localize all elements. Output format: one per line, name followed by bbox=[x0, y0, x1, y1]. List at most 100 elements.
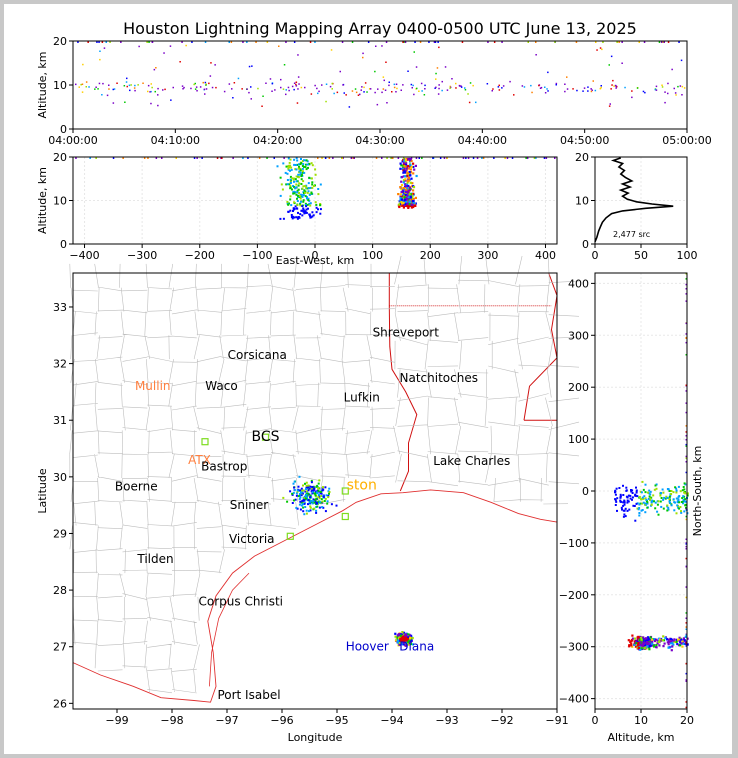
source-point bbox=[659, 494, 662, 497]
source-point bbox=[401, 631, 404, 634]
source-point bbox=[386, 157, 388, 159]
source-point bbox=[404, 639, 407, 642]
source-point bbox=[455, 82, 457, 85]
source-point bbox=[411, 87, 413, 89]
source-point bbox=[163, 52, 165, 54]
source-point bbox=[396, 641, 399, 644]
source-point bbox=[330, 49, 333, 51]
source-point bbox=[638, 514, 641, 517]
y-tick-label: 400 bbox=[568, 277, 589, 290]
city-label: ATX bbox=[188, 453, 211, 467]
source-point bbox=[307, 197, 310, 200]
source-point bbox=[312, 486, 315, 489]
source-point bbox=[576, 89, 578, 92]
source-point bbox=[323, 500, 326, 502]
source-point bbox=[310, 186, 312, 189]
source-point bbox=[685, 680, 687, 682]
source-point bbox=[544, 92, 547, 94]
alt-time-frame bbox=[72, 40, 688, 130]
source-point bbox=[307, 207, 309, 210]
y-tick-label: 0 bbox=[60, 238, 67, 251]
y-tick-label: −100 bbox=[559, 537, 589, 550]
source-point bbox=[302, 484, 304, 487]
source-point bbox=[403, 196, 406, 199]
x-tick-label: −100 bbox=[242, 249, 272, 262]
y-tick-label: 0 bbox=[582, 485, 589, 498]
source-point bbox=[120, 41, 122, 43]
source-point bbox=[406, 181, 409, 184]
source-point bbox=[438, 46, 440, 49]
source-point bbox=[408, 172, 411, 175]
source-point bbox=[673, 638, 676, 641]
source-point bbox=[402, 200, 405, 203]
source-point bbox=[506, 157, 509, 159]
source-point bbox=[638, 638, 642, 641]
source-point bbox=[513, 94, 515, 96]
source-point bbox=[403, 161, 406, 164]
source-point bbox=[681, 94, 683, 96]
source-point bbox=[403, 640, 406, 643]
source-point bbox=[384, 89, 387, 91]
source-point bbox=[635, 642, 638, 645]
source-point bbox=[673, 509, 676, 512]
source-point bbox=[413, 93, 415, 96]
source-point bbox=[409, 181, 412, 184]
source-point bbox=[462, 157, 465, 159]
source-point bbox=[610, 88, 612, 90]
source-point bbox=[303, 513, 306, 516]
source-point bbox=[476, 157, 479, 159]
source-point bbox=[304, 490, 307, 493]
source-point bbox=[622, 504, 625, 507]
source-point bbox=[410, 639, 413, 642]
source-point bbox=[220, 157, 222, 159]
source-point bbox=[315, 506, 318, 508]
source-point bbox=[410, 206, 413, 209]
source-point bbox=[318, 479, 321, 482]
source-point bbox=[654, 507, 657, 510]
source-point bbox=[399, 162, 402, 165]
source-point bbox=[682, 498, 685, 501]
source-point bbox=[631, 498, 633, 501]
source-point bbox=[398, 636, 401, 639]
source-point bbox=[547, 90, 549, 92]
source-point bbox=[685, 457, 687, 459]
source-point bbox=[629, 497, 632, 500]
source-point bbox=[501, 41, 503, 43]
source-point bbox=[309, 509, 312, 512]
source-point bbox=[621, 41, 623, 43]
source-point bbox=[623, 500, 626, 503]
source-point bbox=[415, 66, 418, 68]
source-point bbox=[304, 86, 306, 89]
source-point bbox=[685, 586, 687, 588]
source-point bbox=[641, 480, 644, 483]
source-point bbox=[672, 498, 675, 501]
source-point bbox=[266, 157, 268, 159]
source-point bbox=[674, 501, 676, 504]
source-point bbox=[295, 183, 298, 186]
source-point bbox=[287, 157, 290, 160]
y-tick-label: 20 bbox=[575, 151, 589, 164]
source-point bbox=[634, 639, 637, 642]
source-point bbox=[410, 83, 413, 86]
source-point bbox=[402, 163, 405, 166]
source-point bbox=[682, 642, 685, 645]
source-point bbox=[368, 88, 371, 90]
source-point bbox=[310, 481, 313, 484]
source-point bbox=[321, 157, 323, 159]
source-point bbox=[310, 93, 313, 95]
source-point bbox=[409, 193, 412, 196]
source-point bbox=[668, 495, 671, 498]
source-point bbox=[287, 203, 290, 206]
source-point bbox=[622, 484, 624, 487]
source-point bbox=[157, 94, 159, 96]
source-point bbox=[419, 41, 422, 43]
source-point bbox=[307, 484, 310, 487]
source-point bbox=[640, 638, 643, 641]
source-point bbox=[653, 500, 655, 503]
source-point bbox=[685, 643, 687, 645]
source-point bbox=[295, 186, 298, 189]
source-point bbox=[637, 508, 640, 511]
source-point bbox=[403, 157, 405, 159]
source-point bbox=[402, 206, 405, 209]
source-point bbox=[314, 168, 317, 171]
